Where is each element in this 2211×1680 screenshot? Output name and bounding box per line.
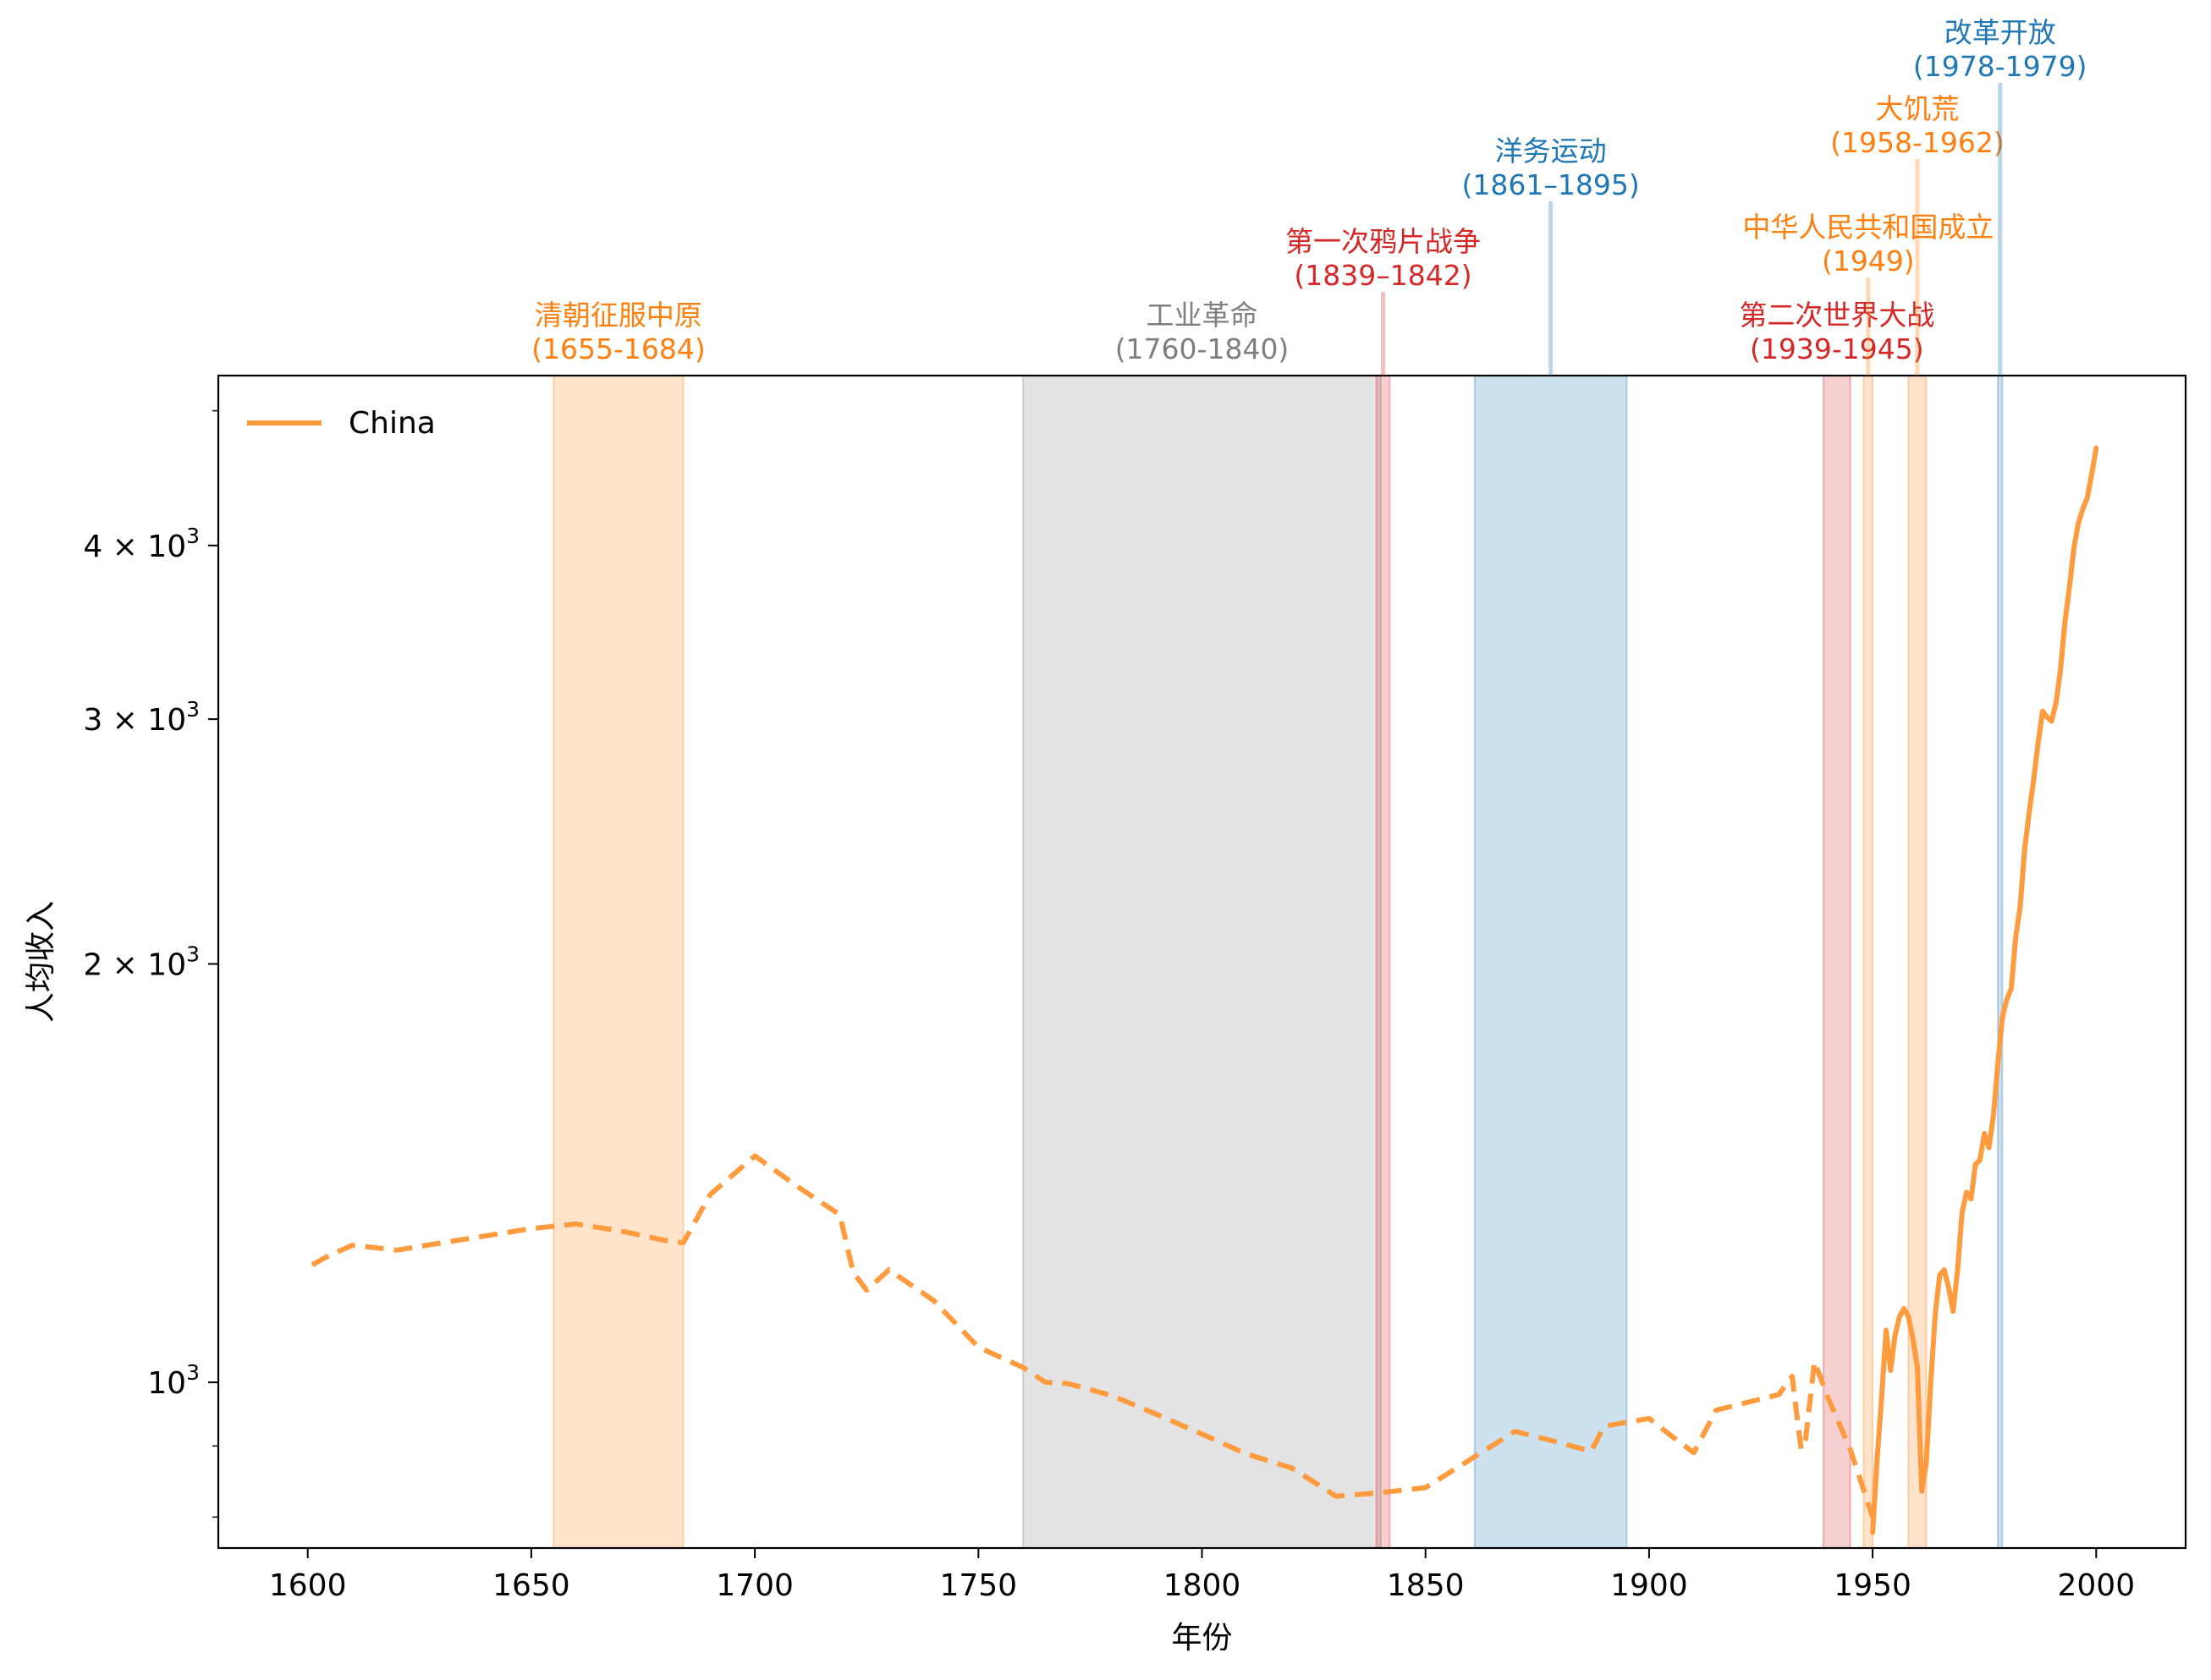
- y-tick-label: 4 × 103: [83, 524, 200, 564]
- x-tick-label: 1650: [492, 1568, 570, 1603]
- x-axis-label: 年份: [1171, 1621, 1232, 1655]
- event-label-opium-war: 第一次鸦片战争: [1285, 225, 1481, 258]
- x-axis: 1600 1650 1700 1750 1800 1850 1900 1950 2000: [269, 1548, 2135, 1603]
- event-label-reform-opening: 改革开放: [1944, 16, 2056, 49]
- y-axis-label: 人均收入: [24, 901, 58, 1023]
- y-axis: 103 2 × 103 3 × 103 4 × 103: [83, 409, 218, 1518]
- x-tick-label: 1800: [1163, 1568, 1241, 1603]
- event-labels: 清朝征服中原(1655-1684)工业革命(1760-1840)第一次鸦片战争(…: [531, 16, 2087, 376]
- band-opium-war: [1375, 375, 1391, 1549]
- band-reform-opening: [1997, 375, 2004, 1549]
- x-tick-label: 1950: [1834, 1568, 1911, 1603]
- event-years-self-strengthening: (1861–1895): [1462, 168, 1640, 201]
- event-years-great-famine: (1958-1962): [1830, 126, 2005, 159]
- event-label-prc-founding: 中华人民共和国成立: [1742, 211, 1994, 244]
- x-tick-label: 1600: [269, 1568, 347, 1603]
- event-years-reform-opening: (1978-1979): [1913, 50, 2087, 83]
- legend: China: [247, 406, 436, 441]
- event-label-qing-conquest: 清朝征服中原: [535, 299, 702, 332]
- x-tick-label: 1750: [939, 1568, 1017, 1603]
- band-prc-founding: [1862, 375, 1874, 1549]
- series-china-solid: [1870, 445, 2099, 1535]
- x-tick-label: 1850: [1387, 1568, 1465, 1603]
- band-qing-conquest: [553, 375, 685, 1549]
- y-tick-label: 2 × 103: [83, 942, 200, 982]
- event-years-prc-founding: (1949): [1822, 244, 1915, 277]
- series-lines: [311, 445, 2099, 1535]
- band-self-strengthening: [1473, 375, 1628, 1549]
- y-tick-label: 103: [147, 1360, 200, 1401]
- event-years-ww2: (1939-1945): [1750, 332, 1924, 365]
- event-label-industrial-revolution: 工业革命: [1147, 299, 1258, 332]
- band-ww2: [1822, 375, 1851, 1549]
- event-years-industrial-revolution: (1760-1840): [1115, 332, 1290, 365]
- band-industrial-revolution: [1022, 375, 1382, 1549]
- y-tick-label: 3 × 103: [83, 697, 200, 738]
- x-tick-label: 1700: [716, 1568, 794, 1603]
- legend-label: China: [349, 406, 436, 441]
- event-label-self-strengthening: 洋务运动: [1495, 135, 1607, 167]
- event-years-qing-conquest: (1655-1684): [531, 332, 706, 365]
- event-label-great-famine: 大饥荒: [1875, 92, 1959, 125]
- x-tick-label: 2000: [2058, 1568, 2136, 1603]
- x-tick-label: 1900: [1610, 1568, 1688, 1603]
- event-years-opium-war: (1839–1842): [1294, 259, 1471, 292]
- series-china-dashed: [311, 1153, 1875, 1518]
- event-label-ww2: 第二次世界大战: [1739, 299, 1934, 332]
